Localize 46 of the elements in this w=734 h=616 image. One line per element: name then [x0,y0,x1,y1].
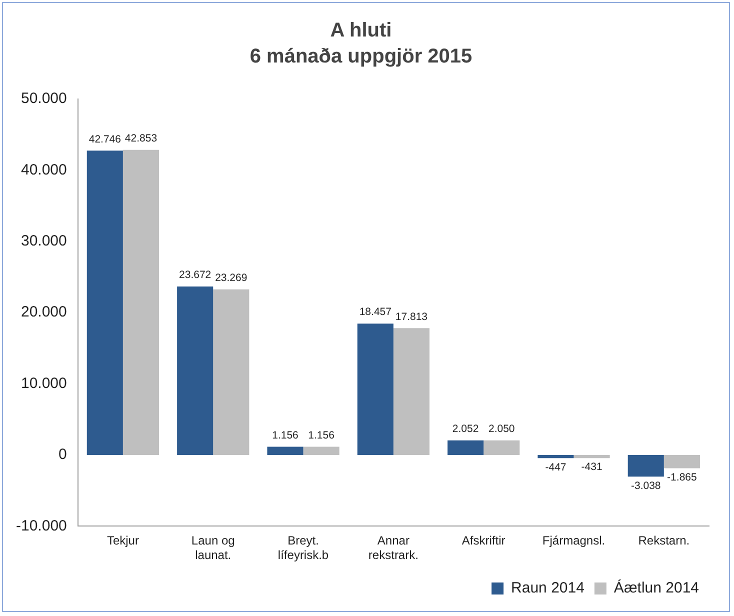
bar [357,324,394,455]
data-label: 42.853 [124,132,158,145]
data-label: 17.813 [395,310,428,323]
bar [574,455,610,458]
bar [484,440,520,455]
x-tick-label: Rekstarn. [638,534,690,548]
data-label: -1.865 [667,471,697,484]
bar [393,328,430,455]
bar [303,446,340,455]
chart-title: A hluti [330,20,392,42]
data-label: 2.050 [488,423,515,436]
y-tick-label: 30.000 [20,232,67,250]
bar [448,440,484,455]
data-label: 2.052 [452,423,479,436]
y-tick-label: -10.000 [16,517,67,534]
x-tick-label: Fjármagnsl. [542,534,606,548]
bar [267,446,304,455]
data-label: 23.269 [215,272,248,284]
data-label: 18.457 [359,306,392,318]
x-tick-label: Breyt. lífeyrisk.b [278,534,329,562]
bar [538,455,574,458]
x-tick-label: Tekjur [106,534,139,548]
y-tick-label: 50.000 [20,90,67,108]
data-label: 1.156 [272,429,299,442]
y-tick-label: 20.000 [20,304,67,321]
bar [86,150,123,455]
bar [177,286,214,455]
x-tick-label: Laun og launat. [191,534,235,562]
y-tick-label: 0 [58,446,67,464]
bar [628,455,664,477]
x-tick-label: Afskriftir [462,534,506,548]
data-label: 42.746 [88,133,122,146]
data-label: -3.038 [630,480,661,492]
bar [664,455,700,468]
legend-label: Áætlun 2014 [614,578,700,597]
x-tick-label: Annar rekstrark. [368,534,418,562]
y-tick-label: 40.000 [20,161,67,178]
data-label: 23.672 [179,269,212,282]
legend-label: Raun 2014 [511,580,584,597]
bar [122,150,160,455]
data-label: 1.156 [308,429,335,442]
data-label: -447 [545,461,566,474]
bar [213,289,250,455]
chart-subtitle: 6 mánaða uppgjör 2015 [250,46,472,68]
y-tick-label: 10.000 [20,374,67,392]
data-label: -431 [581,461,602,474]
